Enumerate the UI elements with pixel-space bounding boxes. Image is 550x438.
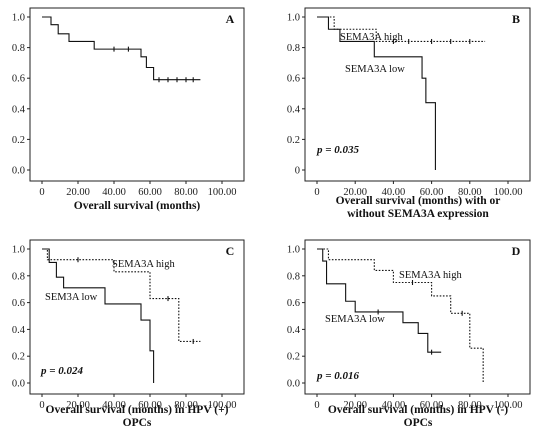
y-tick-label: 0.2 <box>287 135 300 146</box>
x-tick-label: 40.00 <box>382 400 406 411</box>
panel-b: 0 0.2 0.4 0.6 0.8 1.0 0 20.00 40.00 60.00 80.00 100… <box>287 7 531 220</box>
y-tick-label: 0.2 <box>287 352 300 363</box>
panel-d: 0.0 0.2 0.4 0.6 0.8 1.0 0 20.00 40.00 60.00 80.00 1… <box>287 239 531 429</box>
y-tick-label: 0.2 <box>12 135 25 146</box>
x-tick-label: 60.00 <box>138 187 162 198</box>
x-tick-label: 20.00 <box>343 400 367 411</box>
x-tick-label: 100.00 <box>494 400 523 411</box>
x-tick-label: 80.00 <box>458 187 482 198</box>
x-tick-label: 40.00 <box>382 187 406 198</box>
y-tick-label: 0.0 <box>287 379 300 390</box>
x-axis-label: Overall survival (months) with or <box>336 195 501 207</box>
y-tick-label: 1.0 <box>12 245 25 256</box>
x-tick-label: 20.00 <box>66 187 90 198</box>
survival-curve-overall <box>42 16 201 81</box>
x-tick-label: 60.00 <box>138 400 162 411</box>
panel-a: 0.0 0.2 0.4 0.6 0.8 1.0 0 20.00 40.00 60.00 80.00 1… <box>12 7 245 212</box>
y-tick-label: 0.4 <box>287 325 301 336</box>
series-label: SEMA3A high <box>112 259 175 270</box>
plot-frame <box>304 239 531 395</box>
y-tick-label: 0.4 <box>12 325 26 336</box>
y-tick-label: 0.8 <box>12 271 25 282</box>
y-tick-label: 0.4 <box>287 104 301 115</box>
panel-c: 0.0 0.2 0.4 0.6 0.8 1.0 0 20.00 40.00 60.00 80.00 1… <box>12 239 245 429</box>
x-tick-label: 80.00 <box>174 187 198 198</box>
plot-frame <box>29 239 245 395</box>
series-label: SEMA3A low <box>325 314 385 325</box>
y-tick-label: 0.8 <box>287 271 300 282</box>
y-tick-label: 0.4 <box>12 104 26 115</box>
x-tick-label: 0 <box>39 400 44 411</box>
y-tick-label: 0.2 <box>12 352 25 363</box>
x-tick-label: 100.00 <box>494 187 523 198</box>
panel-letter: A <box>226 12 235 26</box>
x-tick-label: 60.00 <box>420 400 444 411</box>
x-axis-label: Overall survival (months) in HPV (+) <box>46 404 229 416</box>
y-tick-label: 1.0 <box>287 245 300 256</box>
survival-curve-sema3a-high <box>317 16 486 43</box>
y-tick-label: 0.6 <box>12 298 25 309</box>
x-axis-label: Overall survival (months) in HPV (-) <box>328 404 508 416</box>
x-tick-label: 100.00 <box>208 400 237 411</box>
y-tick-label: 0.0 <box>12 379 25 390</box>
p-value: p = 0.016 <box>316 370 360 382</box>
panel-letter: C <box>226 244 235 258</box>
y-tick-label: 0.0 <box>12 166 25 177</box>
series-label: SEMA3A high <box>340 32 403 43</box>
x-tick-label: 40.00 <box>102 400 126 411</box>
y-tick-label: 0.8 <box>12 43 25 54</box>
plot-frame <box>304 7 531 182</box>
series-label: SEMA3A high <box>399 270 462 281</box>
x-tick-label: 0 <box>39 187 44 198</box>
y-tick-label: 1.0 <box>287 13 300 24</box>
x-tick-label: 20.00 <box>343 187 367 198</box>
x-tick-label: 80.00 <box>458 400 482 411</box>
survival-curve-sema3a-high <box>42 248 201 343</box>
x-tick-label: 40.00 <box>102 187 126 198</box>
plot-frame <box>29 7 245 182</box>
x-tick-label: 100.00 <box>208 187 237 198</box>
y-tick-label: 1.0 <box>12 13 25 24</box>
series-label: SEMA3A low <box>345 64 405 75</box>
y-tick-label: 0.6 <box>12 74 25 85</box>
survival-curve-sem3a-low <box>42 248 155 383</box>
survival-curve-sema3a-low <box>317 248 442 353</box>
x-tick-label: 0 <box>314 187 319 198</box>
x-tick-label: 80.00 <box>174 400 198 411</box>
x-tick-label: 20.00 <box>66 400 90 411</box>
x-tick-label: 60.00 <box>420 187 444 198</box>
x-tick-label: 0 <box>314 400 319 411</box>
x-axis-label: Overall survival (months) <box>74 200 201 212</box>
y-tick-label: 0 <box>295 166 300 177</box>
p-value: p = 0.035 <box>316 144 360 156</box>
x-axis-label-line2: OPCs <box>123 417 152 429</box>
panel-letter: B <box>512 12 520 26</box>
survival-curve-sema3a-high <box>317 248 484 383</box>
y-tick-label: 0.6 <box>287 298 300 309</box>
survival-curve-sema3a-low <box>317 16 436 170</box>
y-tick-label: 0.6 <box>287 74 300 85</box>
y-tick-label: 0.8 <box>287 43 300 54</box>
x-axis-label-line2: without SEMA3A expression <box>347 208 489 220</box>
series-label: SEM3A low <box>45 292 98 303</box>
panel-letter: D <box>512 244 521 258</box>
p-value: p = 0.024 <box>40 365 84 377</box>
x-axis-label-line2: OPCs <box>404 417 433 429</box>
